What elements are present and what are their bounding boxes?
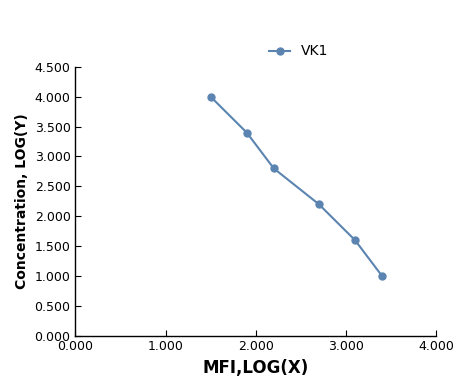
Legend: VK1: VK1 <box>264 39 334 64</box>
VK1 <box>316 202 322 207</box>
X-axis label: MFI,LOG(X): MFI,LOG(X) <box>203 359 309 377</box>
VK1 <box>271 166 277 171</box>
VK1 <box>244 130 250 135</box>
VK1 <box>352 238 358 242</box>
Y-axis label: Concentration, LOG(Y): Concentration, LOG(Y) <box>15 113 29 289</box>
VK1 <box>208 94 213 99</box>
Line: VK1: VK1 <box>207 93 386 279</box>
VK1 <box>379 274 385 278</box>
